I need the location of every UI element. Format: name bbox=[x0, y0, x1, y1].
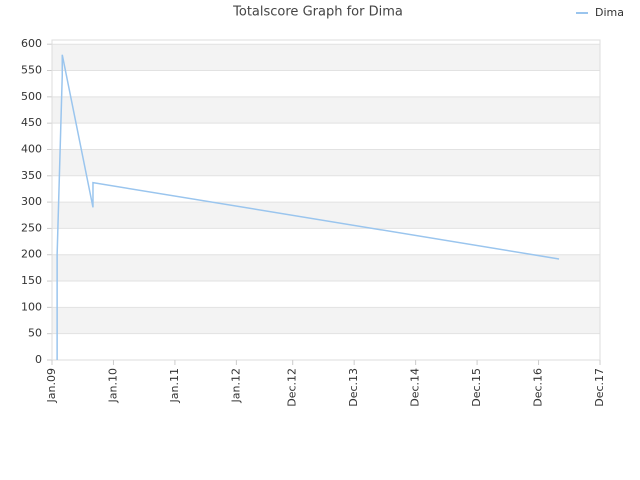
x-tick-label: Dec.13 bbox=[347, 368, 360, 407]
x-tick-label: Jan.10 bbox=[106, 368, 119, 403]
y-tick-label: 500 bbox=[21, 90, 42, 103]
y-tick-label: 550 bbox=[21, 64, 42, 77]
y-tick-label: 350 bbox=[21, 169, 42, 182]
y-tick-label: 200 bbox=[21, 248, 42, 261]
x-tick-label: Dec.14 bbox=[409, 368, 422, 407]
plot-frame bbox=[51, 39, 601, 361]
grid-band bbox=[52, 254, 600, 282]
x-tick-label: Dec.16 bbox=[532, 368, 545, 407]
x-tick-label: Jan.12 bbox=[229, 368, 242, 403]
y-tick-label: 150 bbox=[21, 274, 42, 287]
y-tick-label: 100 bbox=[21, 300, 42, 313]
y-tick-label: 450 bbox=[21, 116, 42, 129]
grid-band bbox=[52, 149, 600, 176]
y-tick-label: 50 bbox=[28, 327, 42, 340]
y-tick-label: 250 bbox=[21, 221, 42, 234]
legend-label: Dima bbox=[595, 6, 624, 19]
x-tick-label: Dec.15 bbox=[470, 368, 483, 407]
x-tick-label: Dec.12 bbox=[286, 368, 299, 407]
y-tick-label: 600 bbox=[21, 37, 42, 50]
x-tick-label: Jan.11 bbox=[168, 368, 181, 403]
y-tick-label: 0 bbox=[35, 353, 42, 366]
y-tick-label: 400 bbox=[21, 142, 42, 155]
grid-band bbox=[52, 202, 600, 229]
grid-band bbox=[52, 44, 600, 71]
chart-title: Totalscore Graph for Dima bbox=[232, 5, 403, 20]
x-tick-label: Dec.17 bbox=[593, 368, 606, 407]
grid-band bbox=[52, 96, 600, 124]
data-line bbox=[56, 54, 560, 360]
y-tick-label: 300 bbox=[21, 195, 42, 208]
grid-band bbox=[52, 307, 600, 334]
x-tick-label: Jan.09 bbox=[45, 368, 58, 403]
